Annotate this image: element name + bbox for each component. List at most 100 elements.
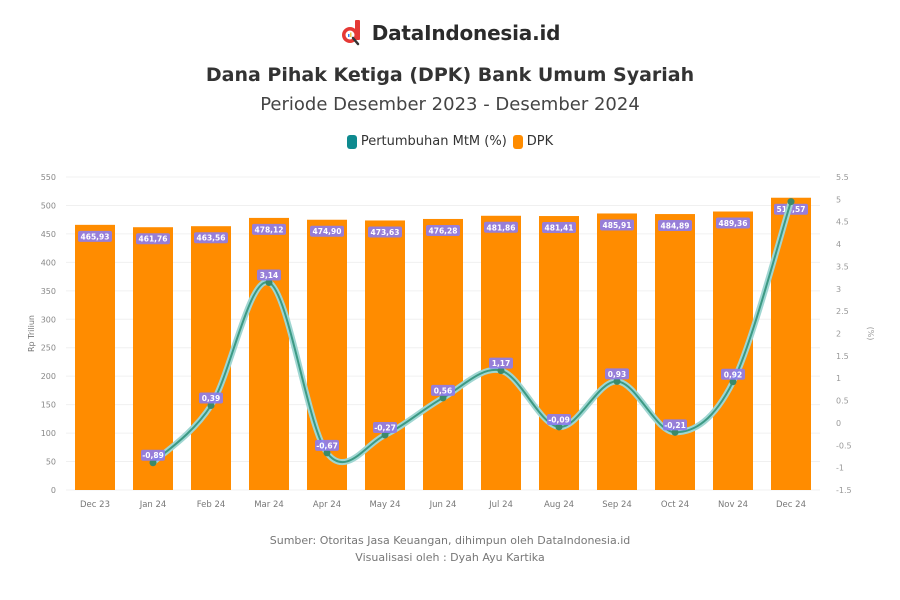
growth-point[interactable] [729,378,737,386]
x-tick-label: Sep 24 [602,500,632,510]
y2-tick-label: 4.5 [836,218,849,227]
dpk-value-label: 461,76 [139,235,168,244]
y2-tick-label: 2.5 [836,307,849,316]
y-tick-label: 250 [41,344,56,353]
magnifier-d-logo-icon [340,20,364,46]
dpk-value-badge [600,219,634,231]
growth-point[interactable] [613,377,621,385]
dpk-bar[interactable] [655,214,695,490]
dpk-value-badge [542,222,576,234]
dpk-value-badge [252,223,286,235]
x-tick-label: Mar 24 [254,500,284,510]
x-tick-label: Nov 24 [718,500,748,510]
growth-point[interactable] [323,449,331,457]
y-tick-label: 100 [41,429,56,438]
growth-value-label: 1,17 [492,359,511,368]
growth-value-label: 0,56 [434,386,453,395]
y2-tick-label: 1 [836,374,841,383]
y2-tick-label: -1 [836,464,844,473]
growth-value-label: 0,93 [608,370,627,379]
y2-tick-label: 5.5 [836,173,849,182]
dpk-bar[interactable] [75,224,115,490]
dpk-value-badge [658,220,692,232]
dpk-bar[interactable] [423,218,463,491]
x-tick-label: Dec 24 [776,500,806,510]
dpk-value-badge [194,232,228,244]
dpk-value-label: 463,56 [197,234,226,243]
y2-tick-label: 2 [836,330,841,339]
growth-value-badge [605,368,629,380]
growth-point[interactable] [265,279,273,287]
dpk-bar[interactable] [365,220,405,490]
brand-header: DataIndonesia.id [0,20,900,46]
growth-value-badge [257,269,281,281]
growth-value-badge [547,413,571,425]
y-tick-label: 350 [41,287,56,296]
legend: Pertumbuhan MtM (%) DPK [0,134,900,149]
dpk-value-label: 485,91 [603,221,632,230]
dpk-bar[interactable] [133,227,173,490]
chart-subtitle: Periode Desember 2023 - Desember 2024 [260,94,640,115]
dpk-bar[interactable] [539,216,579,491]
dpk-value-badge [484,221,518,233]
y-tick-label: 500 [41,201,56,210]
legend-swatch-dpk [512,134,523,149]
y-tick-label: 200 [41,372,56,381]
growth-value-badge [663,419,687,431]
growth-value-badge [315,439,339,451]
source-note: Sumber: Otoritas Jasa Keuangan, dihimpun… [0,532,900,566]
growth-value-label: -0,27 [374,424,396,433]
y2-tick-label: -0.5 [836,441,852,450]
y2-axis-title: (%) [866,327,875,341]
x-tick-label: Dec 23 [80,500,110,510]
source-line: Sumber: Otoritas Jasa Keuangan, dihimpun… [269,534,631,547]
growth-point[interactable] [555,423,563,431]
legend-item-growth[interactable]: Pertumbuhan MtM (%) [346,134,507,149]
growth-line-glow [150,198,794,466]
growth-point[interactable] [671,428,679,436]
growth-point[interactable] [207,401,215,409]
dpk-bar[interactable] [191,226,231,491]
dpk-bar[interactable] [481,215,521,491]
growth-value-badge [431,384,455,396]
growth-value-label: 0,92 [724,370,743,379]
legend-item-dpk[interactable]: DPK [512,134,553,149]
growth-point[interactable] [787,198,795,206]
y2-tick-label: 3.5 [836,262,849,271]
dpk-bar[interactable] [249,217,289,490]
dpk-value-label: 473,63 [371,228,400,237]
growth-value-badge [141,449,165,461]
x-tick-label: Jun 24 [429,500,457,510]
growth-value-label: 3,14 [260,271,279,280]
legend-swatch-growth [346,134,357,149]
growth-value-label: -0,89 [142,451,164,460]
dpk-value-label: 465,93 [81,232,110,241]
growth-value-label: -0,21 [664,421,686,430]
x-tick-label: May 24 [369,500,400,510]
y-axis-title: Rp Triliun [27,315,36,352]
growth-point[interactable] [497,367,505,375]
y-tick-label: 550 [41,173,56,182]
growth-value-label: -0,09 [548,415,570,424]
y2-tick-label: 3 [836,285,841,294]
y2-tick-label: 0 [836,419,841,428]
dpk-value-badge [426,224,460,236]
growth-point[interactable] [381,431,389,439]
x-tick-label: Aug 24 [544,500,574,510]
dpk-value-label: 478,12 [255,225,284,234]
dpk-value-label: 481,86 [487,223,516,232]
y2-tick-label: -1.5 [836,486,852,495]
growth-value-label: 0,39 [202,394,221,403]
growth-point[interactable] [149,459,157,467]
growth-line [152,201,792,464]
dpk-value-label: 481,41 [545,224,574,233]
legend-label-growth: Pertumbuhan MtM (%) [360,134,507,149]
dpk-value-label: 476,28 [429,226,458,235]
dpk-bar[interactable] [597,213,637,491]
dpk-value-badge [716,217,750,229]
y-tick-label: 0 [51,486,56,495]
growth-point[interactable] [439,394,447,402]
x-tick-label: Jan 24 [139,500,167,510]
dpk-value-label: 474,90 [313,227,342,236]
